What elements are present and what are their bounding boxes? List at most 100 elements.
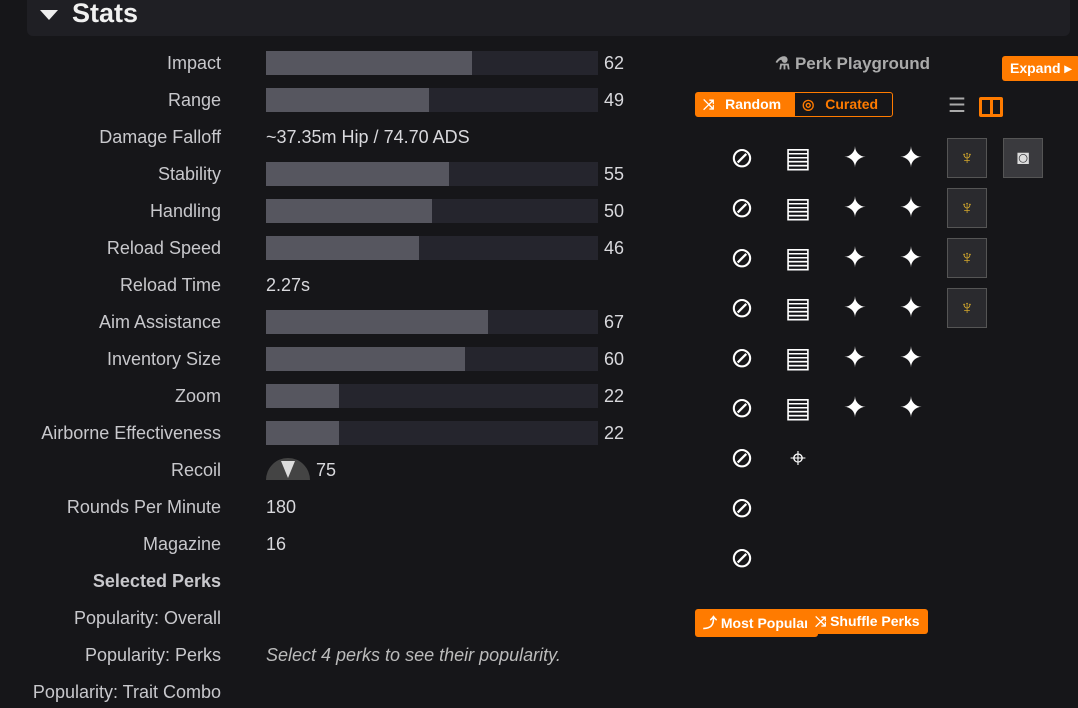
stat-value: 75: [316, 460, 337, 480]
stat-bar: [266, 421, 598, 445]
trait-icon[interactable]: ✦: [843, 342, 867, 373]
stat-bar: [266, 310, 598, 334]
stat-bar: [266, 199, 598, 223]
barrel-icon[interactable]: ⊘: [730, 442, 754, 473]
stat-label: Popularity: Perks: [84, 645, 221, 665]
random-button[interactable]: ⤨ Random: [696, 93, 796, 116]
stat-row: Popularity: Perks Select 4 perks to see t…: [0, 641, 680, 671]
stat-bar-fill: [266, 51, 472, 75]
stat-bar-fill: [266, 162, 449, 186]
stat-row: Range 49: [0, 86, 680, 116]
stat-value: 67: [604, 312, 625, 332]
barrel-icon[interactable]: ⊘: [730, 492, 754, 523]
stat-bar-fill: [266, 236, 419, 260]
barrel-icon[interactable]: ⊘: [730, 342, 754, 373]
grid-view-icon[interactable]: [979, 97, 1003, 117]
stat-bar: [266, 236, 598, 260]
stat-row: Impact 62: [0, 49, 680, 79]
crosshair-icon[interactable]: ⌖: [790, 442, 806, 473]
barrel-icon[interactable]: ⊘: [730, 292, 754, 323]
recoil-gauge: [266, 458, 310, 480]
magazine-icon[interactable]: ▤: [784, 342, 812, 373]
masterwork-icon[interactable]: ♆: [947, 188, 987, 228]
stat-row: Airborne Effectiveness 22: [0, 419, 680, 449]
stat-row: Damage Falloff ~37.35m Hip / 74.70 ADS: [0, 123, 680, 153]
stat-row: Popularity: Trait Combo: [0, 678, 680, 708]
curated-button[interactable]: ◎ Curated: [802, 96, 879, 112]
stat-bar-fill: [266, 88, 429, 112]
masterwork-icon[interactable]: ♆: [947, 238, 987, 278]
stats-section-header[interactable]: Stats: [27, 0, 1070, 36]
stat-label: Magazine: [142, 534, 221, 554]
stat-label: Reload Speed: [106, 238, 221, 258]
stat-label: Range: [167, 90, 221, 110]
stat-label: Impact: [166, 53, 221, 73]
list-view-icon[interactable]: ☰: [948, 95, 966, 117]
shuffle-perks-button[interactable]: ⤨ Shuffle Perks: [807, 609, 928, 634]
mod-icon[interactable]: ◙: [1003, 138, 1043, 178]
trait-icon[interactable]: ✦: [899, 192, 923, 223]
stat-row: Zoom 22: [0, 382, 680, 412]
trait-icon[interactable]: ✦: [843, 242, 867, 273]
stat-label: Selected Perks: [92, 571, 221, 591]
stat-row: Reload Time 2.27s: [0, 271, 680, 301]
stat-row: Recoil 75: [0, 456, 680, 486]
section-title: Stats: [72, 0, 139, 28]
stat-bar-fill: [266, 347, 466, 371]
trait-icon[interactable]: ✦: [899, 142, 923, 173]
trait-icon[interactable]: ✦: [899, 342, 923, 373]
stat-value: 50: [604, 201, 625, 221]
stat-row: Stability 55: [0, 160, 680, 190]
trait-icon[interactable]: ✦: [843, 192, 867, 223]
magazine-icon[interactable]: ▤: [784, 242, 812, 273]
stat-value: 55: [604, 164, 625, 184]
stat-label: Aim Assistance: [98, 312, 221, 332]
stat-bar: [266, 51, 598, 75]
collapse-triangle-icon[interactable]: [40, 10, 58, 20]
expand-button[interactable]: Expand ▸: [1002, 56, 1078, 81]
stat-row: Rounds Per Minute 180: [0, 493, 680, 523]
stat-value: ~37.35m Hip / 74.70 ADS: [266, 127, 470, 147]
stat-value: 22: [604, 423, 625, 443]
stat-row: Reload Speed 46: [0, 234, 680, 264]
barrel-icon[interactable]: ⊘: [730, 142, 754, 173]
masterwork-icon[interactable]: ♆: [947, 138, 987, 178]
stat-value: 180: [266, 497, 297, 517]
stat-label: Popularity: Trait Combo: [32, 682, 221, 702]
stat-value: 62: [604, 53, 625, 73]
stat-value: 16: [266, 534, 287, 554]
stat-row: Magazine 16: [0, 530, 680, 560]
magazine-icon[interactable]: ▤: [784, 192, 812, 223]
stat-label: Recoil: [170, 460, 221, 480]
stat-bar-fill: [266, 421, 340, 445]
trait-icon[interactable]: ✦: [899, 242, 923, 273]
stat-row: Selected Perks: [0, 567, 680, 597]
stat-row: Aim Assistance 67: [0, 308, 680, 338]
stat-value: Select 4 perks to see their popularity.: [266, 645, 561, 665]
stat-value: 46: [604, 238, 625, 258]
barrel-icon[interactable]: ⊘: [730, 392, 754, 423]
magazine-icon[interactable]: ▤: [784, 292, 812, 323]
stat-value: 2.27s: [266, 275, 311, 295]
stat-row: Handling 50: [0, 197, 680, 227]
trait-icon[interactable]: ✦: [899, 292, 923, 323]
stat-label: Damage Falloff: [99, 127, 221, 147]
mode-toggle: ⤨ Random ◎ Curated: [695, 92, 894, 117]
masterwork-icon[interactable]: ♆: [947, 288, 987, 328]
stat-label: Zoom: [174, 386, 221, 406]
barrel-icon[interactable]: ⊘: [730, 242, 754, 273]
stat-label: Handling: [149, 201, 221, 221]
trait-icon[interactable]: ✦: [843, 292, 867, 323]
stat-bar: [266, 162, 598, 186]
trait-icon[interactable]: ✦: [843, 142, 867, 173]
stat-label: Stability: [157, 164, 221, 184]
magazine-icon[interactable]: ▤: [784, 142, 812, 173]
barrel-icon[interactable]: ⊘: [730, 192, 754, 223]
most-popular-button[interactable]: ⤴ Most Popular: [695, 609, 818, 637]
magazine-icon[interactable]: ▤: [784, 392, 812, 423]
trait-icon[interactable]: ✦: [899, 392, 923, 423]
stat-bar: [266, 347, 598, 371]
stat-label: Popularity: Overall: [73, 608, 221, 628]
barrel-icon[interactable]: ⊘: [730, 542, 754, 573]
trait-icon[interactable]: ✦: [843, 392, 867, 423]
